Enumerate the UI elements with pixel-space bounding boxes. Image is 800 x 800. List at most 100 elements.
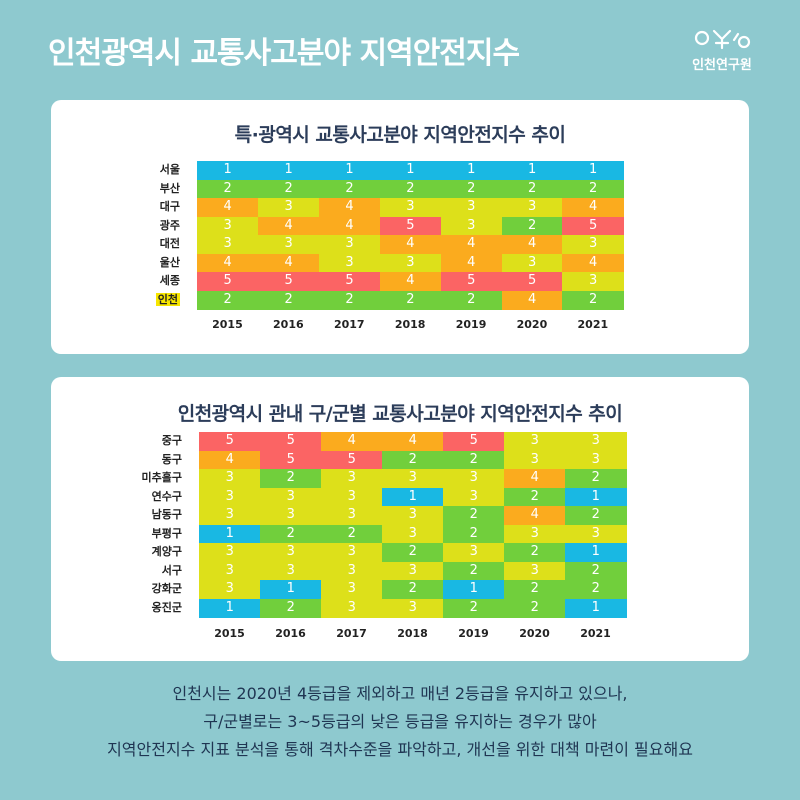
heatmap-cell: 3 bbox=[199, 561, 261, 581]
row-label: 옹진군 bbox=[151, 600, 182, 614]
heatmap-cell: 1 bbox=[260, 580, 322, 599]
heatmap-cell: 1 bbox=[318, 161, 381, 180]
heatmap-cell: 2 bbox=[504, 580, 566, 599]
footer-line-1: 인천시는 2020년 4등급을 제외하고 매년 2등급을 유지하고 있으나, bbox=[172, 684, 628, 703]
heatmap-cell: 2 bbox=[260, 524, 322, 544]
heatmap-cell: 2 bbox=[257, 179, 320, 199]
row-label: 서구 bbox=[161, 563, 182, 577]
row-label: 동구 bbox=[161, 452, 182, 466]
heatmap-cell: 3 bbox=[440, 198, 502, 217]
heatmap-cell: 3 bbox=[443, 543, 505, 562]
heatmap-cell: 2 bbox=[321, 524, 383, 544]
heatmap-cell: 3 bbox=[562, 272, 624, 291]
heatmap-cell: 5 bbox=[443, 432, 505, 451]
heatmap-cell: 2 bbox=[501, 216, 563, 236]
heatmap-cell: 1 bbox=[199, 598, 261, 618]
heatmap-cell: 2 bbox=[504, 487, 566, 507]
heatmap-cell: 5 bbox=[260, 450, 322, 470]
row-label: 미추홀구 bbox=[141, 471, 182, 485]
heatmap-cell: 4 bbox=[562, 253, 624, 273]
row-label: 대구 bbox=[159, 200, 180, 214]
row-label: 부산 bbox=[159, 181, 180, 195]
heatmap-cell: 3 bbox=[379, 253, 442, 273]
heatmap-cell: 4 bbox=[197, 253, 259, 273]
x-tick-label: 2015 bbox=[212, 318, 243, 331]
heatmap-cell: 2 bbox=[197, 290, 259, 310]
x-tick-label: 2017 bbox=[333, 318, 365, 331]
page-title: 인천광역시 교통사고분야 지역안전지수 bbox=[48, 36, 520, 71]
heatmap-cell: 3 bbox=[504, 450, 566, 470]
heatmap-cell: 3 bbox=[199, 543, 261, 562]
heatmap-cell: 1 bbox=[257, 161, 320, 180]
heatmap-cell: 1 bbox=[565, 543, 627, 562]
heatmap-cell: 1 bbox=[501, 161, 563, 180]
heatmap-cell: 3 bbox=[501, 198, 563, 217]
heatmap-cell: 2 bbox=[562, 179, 624, 199]
x-tick-label: 2018 bbox=[394, 318, 426, 331]
heatmap-cell: 2 bbox=[565, 580, 627, 599]
heatmap-cell: 2 bbox=[382, 450, 444, 470]
x-tick-label: 2015 bbox=[214, 627, 245, 640]
heatmap-cell: 3 bbox=[565, 524, 627, 544]
row-label: 인천 bbox=[155, 292, 180, 306]
heatmap-cell: 4 bbox=[197, 198, 259, 217]
heatmap-cell: 3 bbox=[379, 198, 442, 217]
row-label: 연수구 bbox=[151, 489, 182, 503]
heatmap-cell: 5 bbox=[197, 272, 259, 291]
heatmap-cell: 3 bbox=[197, 235, 259, 254]
heatmap-cell: 2 bbox=[318, 179, 381, 199]
heatmap-cell: 4 bbox=[504, 469, 566, 488]
row-label: 계양구 bbox=[151, 545, 182, 559]
heatmap-cell: 3 bbox=[382, 561, 444, 581]
heatmap-cell: 2 bbox=[440, 290, 502, 310]
heatmap-cell: 4 bbox=[501, 235, 563, 254]
row-label: 부평구 bbox=[151, 526, 182, 540]
heatmap-cell: 2 bbox=[379, 290, 442, 310]
heatmap-cell: 2 bbox=[565, 561, 627, 581]
row-label: 세종 bbox=[159, 274, 180, 288]
heatmap-cell: 4 bbox=[379, 272, 442, 291]
heatmap-cell: 3 bbox=[321, 561, 383, 581]
row-label: 대전 bbox=[159, 237, 180, 251]
heatmap-cell: 4 bbox=[321, 432, 383, 451]
heatmap-cell: 4 bbox=[257, 253, 320, 273]
x-tick-label: 2019 bbox=[458, 627, 489, 640]
heatmap-cell: 1 bbox=[443, 580, 505, 599]
heatmap-cell: 4 bbox=[504, 506, 566, 525]
heatmap-cell: 5 bbox=[562, 216, 624, 236]
heatmap-cell: 5 bbox=[379, 216, 442, 236]
logo-text: 인천연구원 bbox=[692, 58, 752, 73]
heatmap-cell: 4 bbox=[562, 198, 624, 217]
x-tick-label: 2016 bbox=[273, 318, 304, 331]
x-tick-label: 2019 bbox=[455, 318, 487, 331]
heatmap-cell: 3 bbox=[382, 524, 444, 544]
row-label: 광주 bbox=[159, 218, 180, 232]
heatmap-cell: 3 bbox=[321, 543, 383, 562]
heatmap-cell: 3 bbox=[562, 235, 624, 254]
heatmap-cell: 3 bbox=[197, 216, 259, 236]
heatmap-cell: 3 bbox=[440, 216, 502, 236]
heatmap-cell: 2 bbox=[440, 179, 502, 199]
heatmap-cell: 2 bbox=[197, 179, 259, 199]
logo: 인천연구원 bbox=[672, 26, 772, 76]
heatmap-cell: 3 bbox=[321, 580, 383, 599]
heatmap-cell: 3 bbox=[260, 543, 322, 562]
heatmap-cell: 3 bbox=[199, 469, 261, 488]
heatmap-cell: 2 bbox=[260, 598, 322, 618]
heatmap-cell: 3 bbox=[382, 469, 444, 488]
heatmap-cell: 1 bbox=[562, 161, 624, 180]
heatmap-cell: 3 bbox=[504, 432, 566, 451]
heatmap-cell: 3 bbox=[257, 235, 320, 254]
heatmap-cell: 4 bbox=[440, 235, 502, 254]
heatmap-cell: 3 bbox=[504, 561, 566, 581]
heatmap-cell: 2 bbox=[382, 543, 444, 562]
heatmap-cell: 1 bbox=[440, 161, 502, 180]
row-label: 울산 bbox=[159, 255, 180, 269]
chart-title: 특·광역시 교통사고분야 지역안전지수 추이 bbox=[234, 124, 566, 146]
heatmap-cell: 3 bbox=[501, 253, 563, 273]
heatmap-cell: 2 bbox=[382, 580, 444, 599]
heatmap-cell: 5 bbox=[257, 272, 320, 291]
heatmap-cell: 2 bbox=[443, 524, 505, 544]
heatmap-cell: 2 bbox=[257, 290, 320, 310]
row-label: 강화군 bbox=[151, 582, 182, 596]
